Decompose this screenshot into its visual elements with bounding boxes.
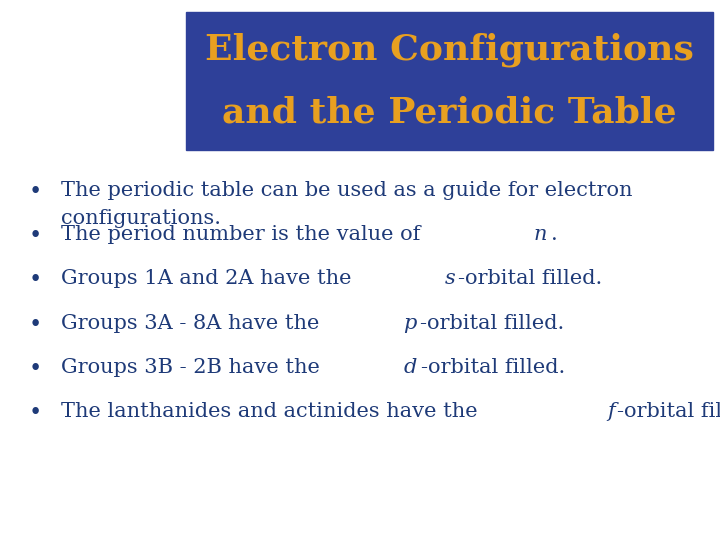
Text: s: s bbox=[444, 269, 455, 288]
Text: •: • bbox=[29, 181, 42, 203]
Text: -orbital filled.: -orbital filled. bbox=[617, 402, 720, 421]
Text: The period number is the value of: The period number is the value of bbox=[61, 225, 427, 244]
Text: -orbital filled.: -orbital filled. bbox=[459, 269, 603, 288]
Bar bbox=[186, 12, 713, 150]
Text: Groups 3A - 8A have the: Groups 3A - 8A have the bbox=[61, 314, 326, 333]
Text: f: f bbox=[608, 402, 615, 421]
Text: The lanthanides and actinides have the: The lanthanides and actinides have the bbox=[61, 402, 485, 421]
Text: •: • bbox=[29, 269, 42, 292]
Text: •: • bbox=[29, 225, 42, 247]
Text: configurations.: configurations. bbox=[61, 209, 221, 228]
Text: -orbital filled.: -orbital filled. bbox=[421, 358, 565, 377]
Text: •: • bbox=[29, 402, 42, 424]
Text: •: • bbox=[29, 314, 42, 336]
Text: d: d bbox=[404, 358, 417, 377]
Text: n: n bbox=[534, 225, 547, 244]
Text: .: . bbox=[551, 225, 557, 244]
Text: -orbital filled.: -orbital filled. bbox=[420, 314, 564, 333]
Text: and the Periodic Table: and the Periodic Table bbox=[222, 96, 677, 130]
Text: •: • bbox=[29, 358, 42, 380]
Text: The periodic table can be used as a guide for electron: The periodic table can be used as a guid… bbox=[61, 181, 633, 200]
Text: p: p bbox=[403, 314, 416, 333]
Text: Groups 1A and 2A have the: Groups 1A and 2A have the bbox=[61, 269, 359, 288]
Text: Groups 3B - 2B have the: Groups 3B - 2B have the bbox=[61, 358, 327, 377]
Text: Electron Configurations: Electron Configurations bbox=[205, 32, 693, 67]
